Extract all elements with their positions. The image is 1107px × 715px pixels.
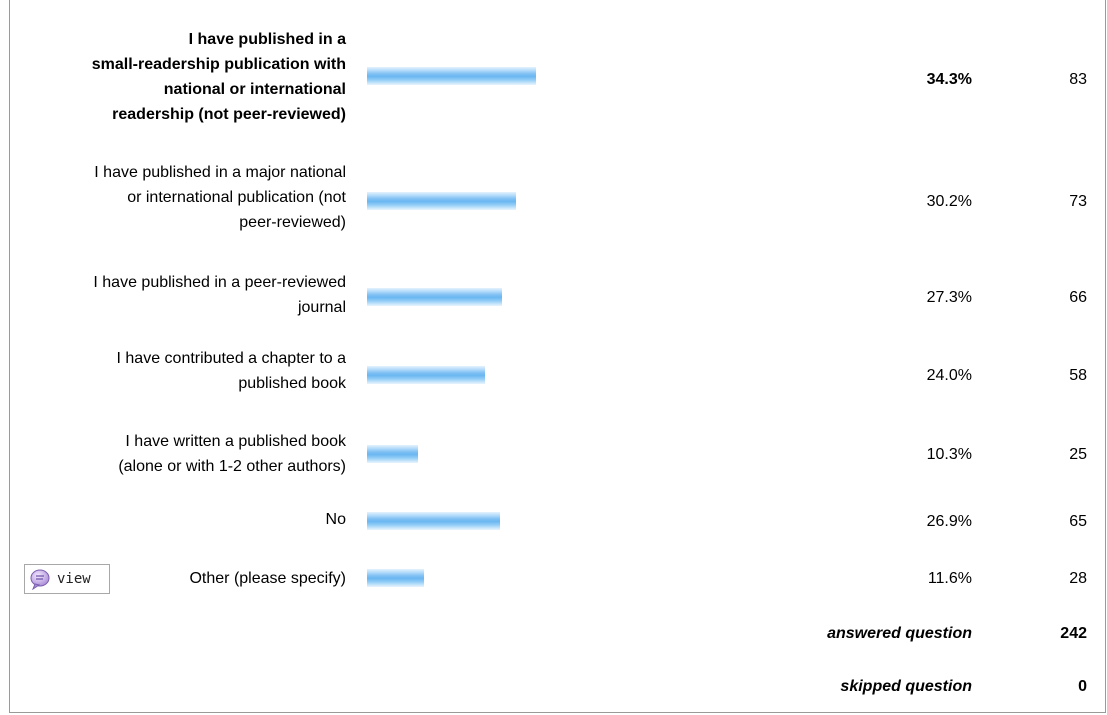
answered-question-label: answered question xyxy=(827,625,972,642)
skipped-question-label: skipped question xyxy=(840,678,972,695)
answer-label: I have published in a major national or … xyxy=(94,164,346,231)
answer-label: I have written a published book (alone o… xyxy=(118,433,346,475)
response-count: 58 xyxy=(1069,367,1087,384)
skipped-question-count: 0 xyxy=(1078,678,1087,695)
response-bar xyxy=(367,569,424,587)
response-bar xyxy=(367,67,536,85)
response-bar xyxy=(367,512,500,530)
view-button-label: view xyxy=(57,571,91,587)
answer-label: I have contributed a chapter to a publis… xyxy=(116,350,346,392)
response-bar xyxy=(367,192,516,210)
response-count: 73 xyxy=(1069,193,1087,210)
response-bar xyxy=(367,366,485,384)
response-percent: 27.3% xyxy=(926,289,972,306)
response-count: 83 xyxy=(1069,71,1087,88)
response-count: 65 xyxy=(1069,513,1087,530)
answer-label: Other (please specify) xyxy=(189,570,346,587)
response-percent: 10.3% xyxy=(926,446,972,463)
response-percent: 11.6% xyxy=(927,570,972,587)
answered-question-count: 242 xyxy=(1060,625,1087,642)
response-percent: 34.3% xyxy=(926,71,972,88)
response-count: 25 xyxy=(1069,446,1087,463)
response-percent: 30.2% xyxy=(926,193,972,210)
answer-label: I have published in a peer-reviewed jour… xyxy=(93,274,346,316)
response-bar xyxy=(367,445,418,463)
response-count: 28 xyxy=(1069,570,1087,587)
response-percent: 26.9% xyxy=(926,513,972,530)
answer-label: No xyxy=(325,511,346,528)
speech-bubble-icon xyxy=(30,569,50,590)
view-other-responses-button[interactable]: view xyxy=(24,564,110,594)
results-panel xyxy=(9,0,1106,713)
response-percent: 24.0% xyxy=(926,367,972,384)
response-bar xyxy=(367,288,502,306)
answer-label: I have published in a small-readership p… xyxy=(91,31,346,123)
response-count: 66 xyxy=(1069,289,1087,306)
